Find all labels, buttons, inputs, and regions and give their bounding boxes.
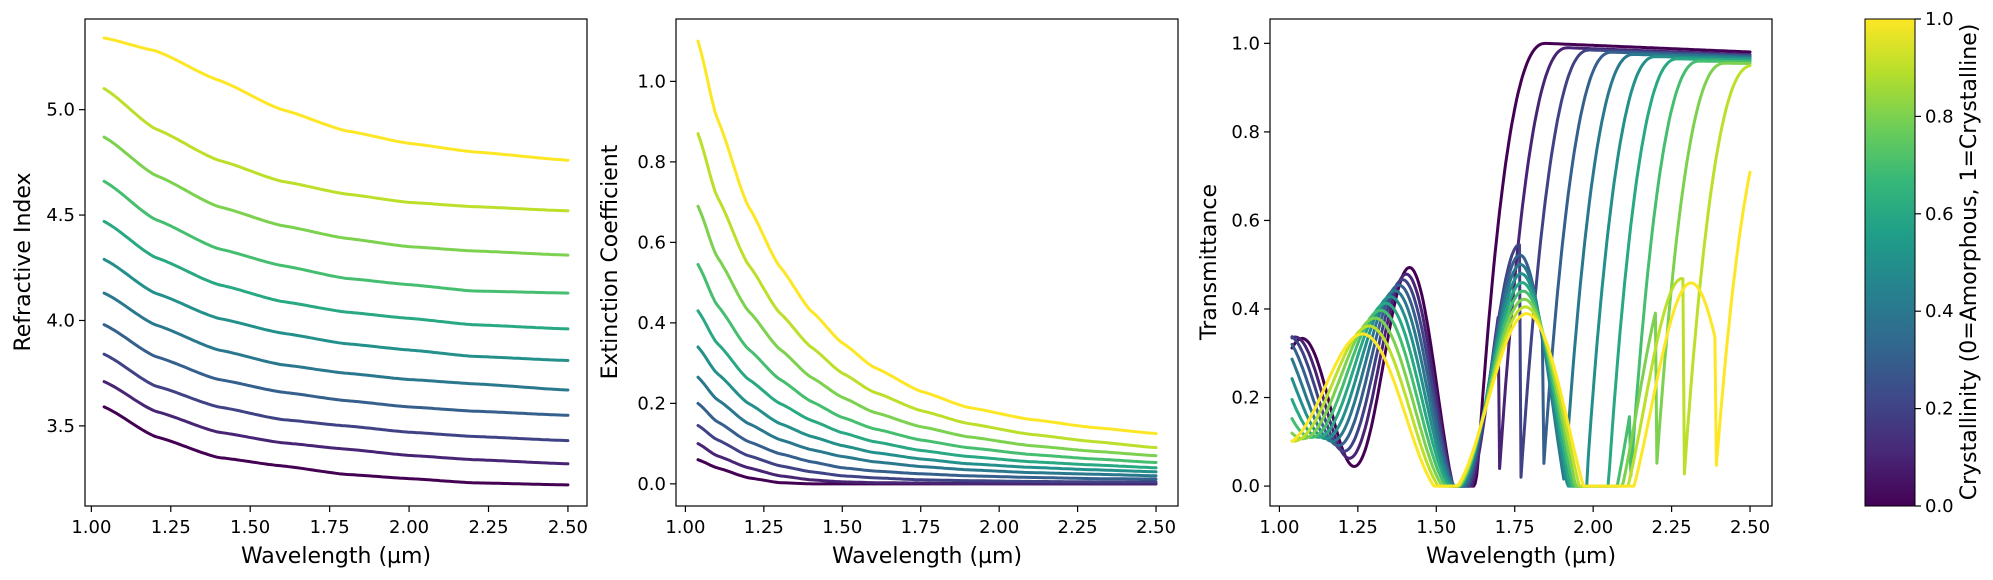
x-tick-label: 2.50	[1136, 517, 1176, 538]
colorbar-tick-label: 0.0	[1925, 496, 1954, 517]
x-tick-label: 1.75	[310, 517, 350, 538]
y-tick-label: 0.8	[1231, 122, 1260, 143]
x-axis-label: Wavelength (µm)	[241, 544, 431, 569]
y-tick-label: 0.4	[1231, 299, 1260, 320]
x-tick-label: 2.00	[1573, 517, 1613, 538]
x-tick-label: 2.00	[389, 517, 429, 538]
x-tick-label: 1.25	[1338, 517, 1378, 538]
series-line-1-0	[1290, 170, 1752, 488]
x-tick-label: 1.00	[665, 517, 705, 538]
x-tick-label: 2.50	[1730, 517, 1770, 538]
y-axis-label: Transmittance	[1197, 184, 1222, 341]
refractive-index-chart: 1.00 1.25 1.50 1.75 2.00 2.25 2.50 3.5 4.0 4.5 5.0…	[11, 18, 588, 569]
y-tick-label: 1.0	[637, 71, 666, 92]
series-line-0-3	[696, 401, 1158, 481]
x-tick-label: 1.25	[744, 517, 784, 538]
x-tick-label: 1.00	[71, 517, 111, 538]
y-axis-label: Refractive Index	[11, 172, 36, 351]
series-line-0-9	[696, 132, 1158, 450]
transmittance-chart: 1.00 1.25 1.50 1.75 2.00 2.25 2.50 0.0 0.2 0.4 0.6…	[1197, 18, 1773, 569]
colorbar-tick-label: 0.8	[1925, 106, 1954, 127]
y-tick-label: 0.0	[1231, 476, 1260, 497]
series-line-0-4	[102, 291, 570, 392]
series-line-0-0	[1290, 41, 1752, 488]
y-tick-label: 0.0	[637, 474, 666, 495]
x-tick-label: 1.00	[1259, 517, 1299, 538]
x-tick-label: 2.25	[1058, 517, 1098, 538]
colorbar-tick-label: 0.2	[1925, 399, 1954, 420]
series-line-0-7	[102, 179, 570, 295]
series-line-0-6	[696, 309, 1158, 470]
series-line-0-5	[102, 257, 570, 362]
colorbar-tick-label: 0.6	[1925, 204, 1954, 225]
colorbar-tick-label: 0.4	[1925, 301, 1954, 322]
y-tick-label: 3.5	[46, 416, 75, 437]
x-axis-label: Wavelength (µm)	[1426, 544, 1616, 569]
series-line-0-3	[102, 323, 570, 417]
y-tick-label: 5.0	[46, 100, 75, 121]
series-line-0-4	[696, 375, 1158, 478]
x-tick-label: 2.25	[468, 517, 508, 538]
series-line-1-0	[696, 39, 1158, 436]
series-line-0-8	[102, 135, 570, 257]
series-line-0-2	[696, 424, 1158, 484]
y-tick-label: 0.2	[1231, 388, 1260, 409]
y-tick-label: 4.5	[46, 205, 75, 226]
x-tick-label: 2.50	[548, 517, 588, 538]
y-tick-label: 0.6	[1231, 210, 1260, 231]
x-tick-label: 1.25	[151, 517, 191, 538]
colorbar-gradient	[1864, 18, 1916, 507]
series-line-0-5	[696, 345, 1158, 474]
series-line-0-0	[102, 405, 570, 487]
series-line-0-9	[102, 87, 570, 213]
y-tick-label: 0.6	[637, 232, 666, 253]
series-line-0-1	[102, 380, 570, 466]
colorbar-tick-label: 1.0	[1925, 9, 1954, 30]
series-line-0-8	[696, 204, 1158, 458]
series-line-0-7	[696, 263, 1158, 464]
series-line-0-8	[1290, 61, 1752, 488]
colorbar: 0.0 0.2 0.4 0.6 0.8 1.0 Crystallinity (0=Amor…	[1864, 9, 1982, 517]
y-tick-label: 0.8	[637, 152, 666, 173]
x-tick-label: 2.25	[1652, 517, 1692, 538]
y-tick-label: 4.0	[46, 310, 75, 331]
x-tick-label: 1.50	[1416, 517, 1456, 538]
series-line-0-2	[102, 352, 570, 443]
y-tick-label: 0.4	[637, 313, 666, 334]
y-tick-label: 1.0	[1231, 33, 1260, 54]
y-axis-label: Extinction Coefficient	[598, 144, 623, 379]
colorbar-label: Crystallinity (0=Amorphous, 1=Crystallin…	[1957, 24, 1982, 501]
series-line-1-0	[102, 36, 570, 162]
extinction-coefficient-chart: 1.00 1.25 1.50 1.75 2.00 2.25 2.50 0.0 0.2 0.4 0.6…	[598, 18, 1179, 569]
x-tick-label: 1.50	[230, 517, 270, 538]
series-line-0-4	[1290, 52, 1752, 488]
x-tick-label: 1.75	[901, 517, 941, 538]
x-tick-label: 1.50	[822, 517, 862, 538]
x-tick-label: 2.00	[979, 517, 1019, 538]
series-line-0-1	[696, 442, 1158, 486]
y-tick-label: 0.2	[637, 393, 666, 414]
series-line-0-6	[102, 219, 570, 331]
x-axis-label: Wavelength (µm)	[832, 544, 1022, 569]
series-line-0-2	[1290, 48, 1752, 488]
x-tick-label: 1.75	[1495, 517, 1535, 538]
series-line-0-9	[1290, 64, 1752, 488]
